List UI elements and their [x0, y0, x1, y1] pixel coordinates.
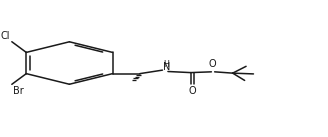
Text: Br: Br: [13, 86, 24, 96]
Text: N: N: [163, 62, 171, 72]
Text: O: O: [188, 86, 196, 96]
Text: Cl: Cl: [1, 31, 10, 41]
Text: O: O: [209, 59, 216, 69]
Text: H: H: [163, 60, 169, 69]
